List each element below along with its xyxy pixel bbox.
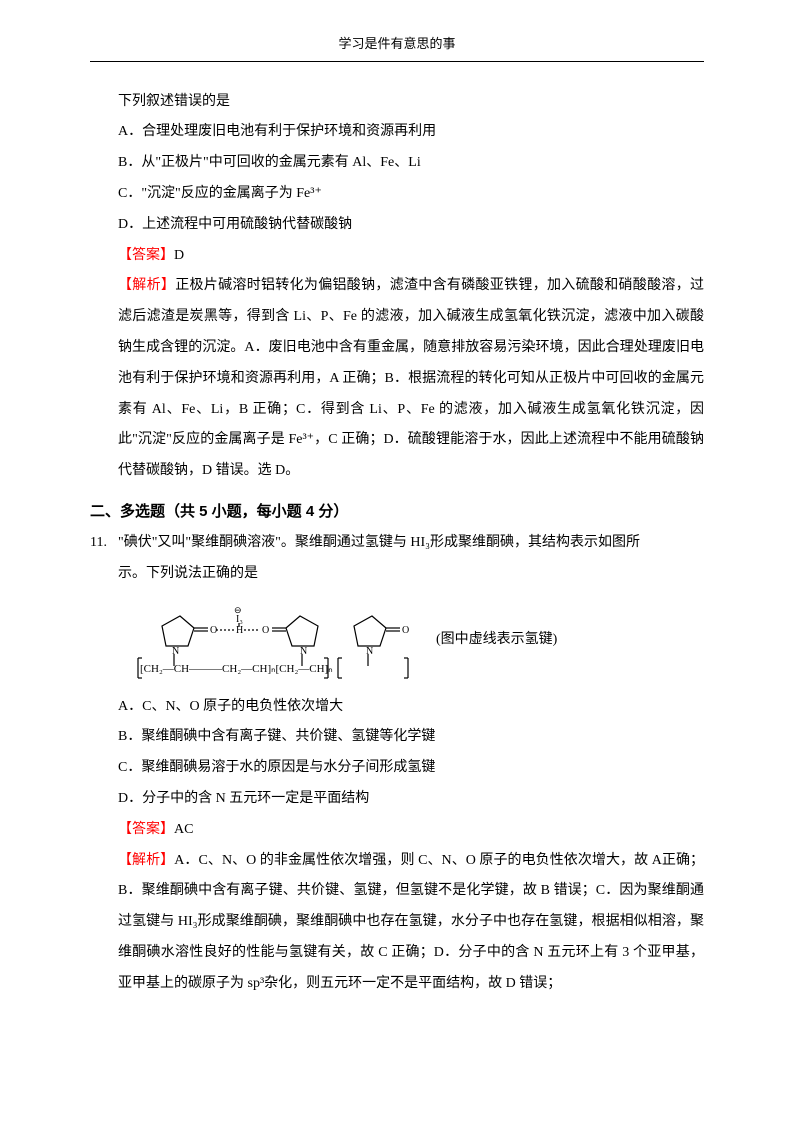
q10-stem: 下列叙述错误的是 xyxy=(90,87,704,118)
q10-option-b: B．从"正极片"中可回收的金属元素有 Al、Fe、Li xyxy=(90,148,704,179)
page-header: 学习是件有意思的事 xyxy=(90,30,704,62)
q10-option-a: A．合理处理废旧电池有利于保护环境和资源再利用 xyxy=(90,117,704,148)
q11-option-b: B．聚维酮碘中含有离子键、共价键、氢键等化学键 xyxy=(90,722,704,753)
answer-label: 【答案】 xyxy=(118,248,174,263)
q10-explain-text: 正极片碱溶时铝转化为偏铝酸钠，滤渣中含有磷酸亚铁锂，加入硫酸和硝酸酸溶，过滤后滤… xyxy=(118,278,704,478)
q11-answer-row: 【答案】AC xyxy=(90,815,704,846)
q11-option-a: A．C、N、O 原子的电负性依次增大 xyxy=(90,692,704,723)
svg-text:H: H xyxy=(236,625,243,636)
section-2-title: 二、多选题（共 5 小题，每小题 4 分） xyxy=(90,495,704,528)
explain-label: 【解析】 xyxy=(118,853,174,868)
q11-diagram-row: N O H ⊖ I₃ O N N xyxy=(90,596,704,686)
svg-text:N: N xyxy=(366,646,373,657)
q11-number: 11. xyxy=(90,528,118,559)
q10-answer-row: 【答案】D xyxy=(90,241,704,272)
q11-answer: AC xyxy=(174,822,193,837)
q11-option-c: C．聚维酮碘易溶于水的原因是与水分子间形成氢键 xyxy=(90,753,704,784)
q11-explain-text: A．C、N、O 的非金属性依次增强，则 C、N、O 原子的电负性依次增大，故 A… xyxy=(118,853,704,991)
q10-explain: 【解析】正极片碱溶时铝转化为偏铝酸钠，滤渣中含有磷酸亚铁锂，加入硫酸和硝酸酸溶，… xyxy=(90,271,704,487)
q11-option-d: D．分子中的含 N 五元环一定是平面结构 xyxy=(90,784,704,815)
q11-stem-line2: 示。下列说法正确的是 xyxy=(90,559,704,590)
question-11: 11. "碘伏"又叫"聚维酮碘溶液"。聚维酮通过氢键与 HI₃形成聚维酮碘，其结… xyxy=(90,528,704,1000)
q10-option-d: D．上述流程中可用硫酸钠代替碳酸钠 xyxy=(90,210,704,241)
question-10: 下列叙述错误的是 A．合理处理废旧电池有利于保护环境和资源再利用 B．从"正极片… xyxy=(90,87,704,487)
svg-text:[CH₂—CH———CH₂—CH]ₙ[CH₂—CH]ₙ: [CH₂—CH———CH₂—CH]ₙ[CH₂—CH]ₙ xyxy=(140,663,333,675)
header-rule xyxy=(90,61,704,62)
svg-text:O: O xyxy=(262,625,269,636)
svg-text:N: N xyxy=(300,646,307,657)
q10-option-c: C．"沉淀"反应的金属离子为 Fe³⁺ xyxy=(90,179,704,210)
answer-label: 【答案】 xyxy=(118,822,174,837)
svg-text:N: N xyxy=(172,646,179,657)
svg-text:O: O xyxy=(402,625,409,636)
explain-label: 【解析】 xyxy=(118,278,175,293)
header-text: 学习是件有意思的事 xyxy=(338,36,455,51)
polymer-structure-diagram: N O H ⊖ I₃ O N N xyxy=(132,596,432,686)
q11-stem-line1: "碘伏"又叫"聚维酮碘溶液"。聚维酮通过氢键与 HI₃形成聚维酮碘，其结构表示如… xyxy=(118,535,640,550)
q11-stem-row: 11. "碘伏"又叫"聚维酮碘溶液"。聚维酮通过氢键与 HI₃形成聚维酮碘，其结… xyxy=(90,528,704,559)
q11-explain: 【解析】A．C、N、O 的非金属性依次增强，则 C、N、O 原子的电负性依次增大… xyxy=(90,846,704,1000)
diagram-note: (图中虚线表示氢键) xyxy=(436,625,557,656)
q10-answer: D xyxy=(174,248,184,263)
